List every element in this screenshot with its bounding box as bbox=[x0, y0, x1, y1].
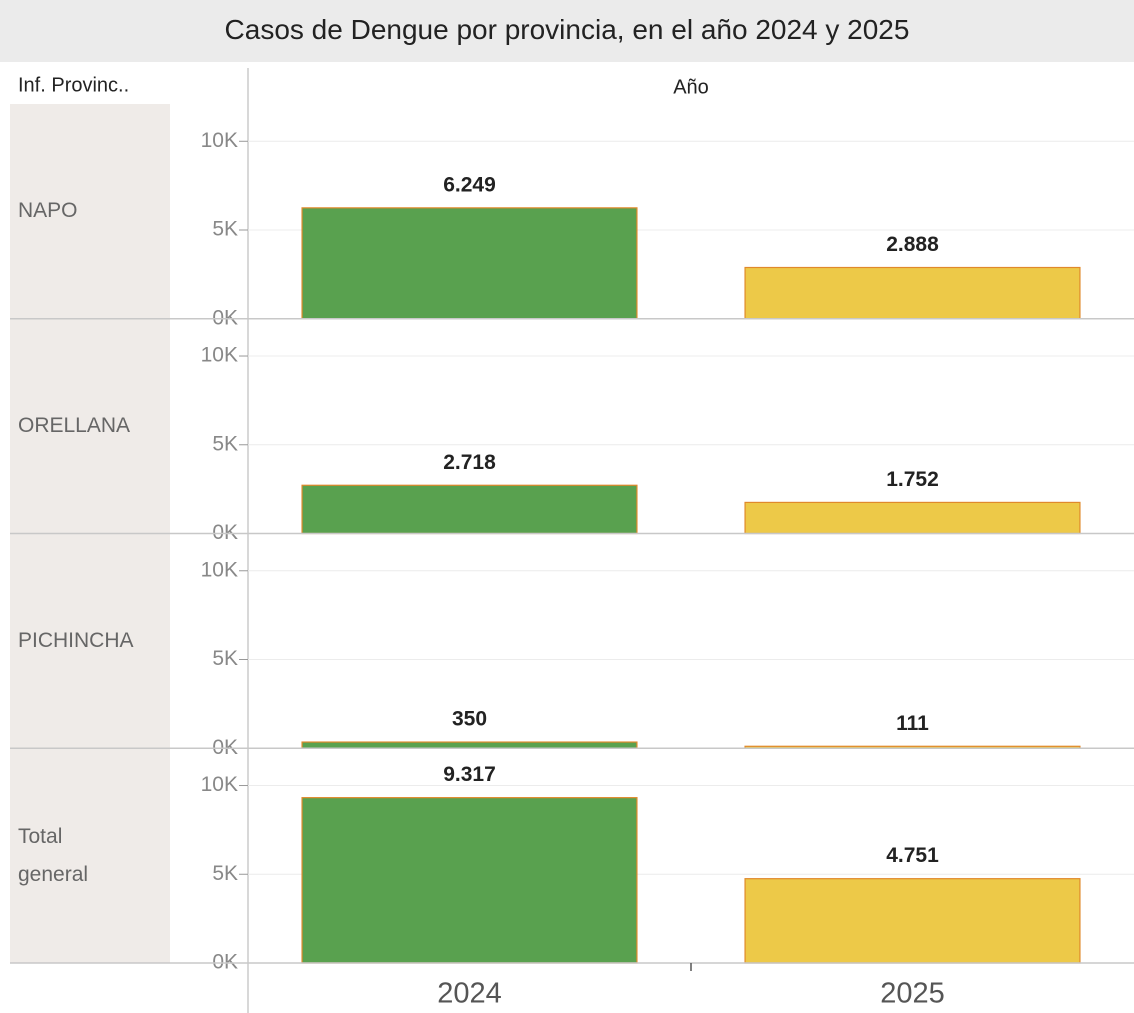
x-tick-label: 2025 bbox=[880, 978, 945, 1010]
y-tick-label: 5K bbox=[212, 432, 238, 455]
y-tick-label: 0K bbox=[212, 306, 238, 329]
value-label: 2.888 bbox=[886, 233, 939, 256]
y-tick-label: 10K bbox=[201, 129, 238, 152]
value-label: 1.752 bbox=[886, 468, 939, 491]
value-label: 6.249 bbox=[443, 173, 496, 196]
x-tick-label: 2024 bbox=[437, 978, 502, 1010]
value-label: 2.718 bbox=[443, 451, 496, 474]
y-tick-label: 10K bbox=[201, 558, 238, 581]
y-tick-label: 0K bbox=[212, 736, 238, 759]
bar bbox=[744, 878, 1081, 964]
value-label: 350 bbox=[452, 708, 487, 731]
row-label: NAPO bbox=[18, 199, 78, 223]
y-tick-label: 0K bbox=[212, 521, 238, 544]
bar bbox=[744, 501, 1081, 535]
y-tick-label: 5K bbox=[212, 218, 238, 241]
y-tick-label: 0K bbox=[212, 951, 238, 974]
y-tick-label: 10K bbox=[201, 344, 238, 367]
y-tick-label: 10K bbox=[201, 773, 238, 796]
row-label: ORELLANA bbox=[18, 414, 131, 438]
bar bbox=[301, 484, 638, 535]
chart-title: Casos de Dengue por provincia, en el año… bbox=[224, 14, 910, 45]
bar bbox=[301, 797, 638, 964]
title-bar bbox=[0, 0, 1134, 62]
y-tick-label: 5K bbox=[212, 862, 238, 885]
column-header: Año bbox=[673, 76, 709, 98]
row-label: Total general bbox=[18, 824, 89, 886]
value-label: 111 bbox=[896, 712, 929, 735]
bar bbox=[744, 266, 1081, 320]
row-label: PICHINCHA bbox=[18, 628, 134, 652]
row-header: Inf. Provinc.. bbox=[18, 74, 129, 96]
y-tick-label: 5K bbox=[212, 647, 238, 670]
value-label: 9.317 bbox=[443, 763, 496, 786]
bar bbox=[301, 207, 638, 320]
value-label: 4.751 bbox=[886, 844, 939, 867]
bar bbox=[301, 741, 638, 749]
